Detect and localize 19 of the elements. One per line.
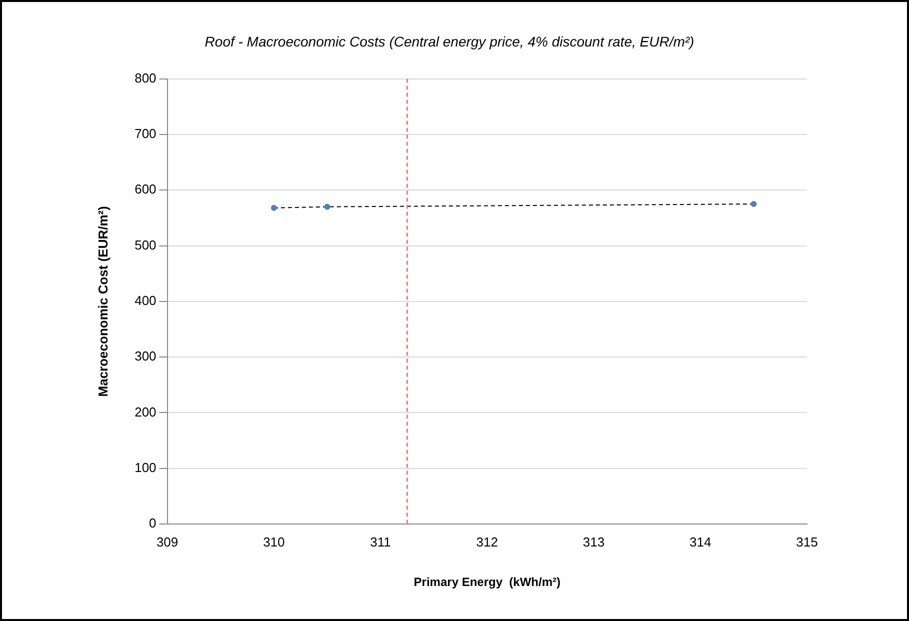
y-tick-label: 200: [134, 404, 156, 420]
y-tick-label: 400: [134, 292, 156, 308]
x-tick-label: 312: [476, 534, 498, 550]
x-tick-label: 315: [796, 534, 818, 550]
y-tick-label: 300: [134, 348, 156, 364]
chart-title: Roof - Macroeconomic Costs (Central energy price, 4% discount rate, EUR/m²): [204, 33, 694, 50]
y-tick-label: 700: [134, 126, 156, 142]
y-tick-label: 600: [134, 182, 156, 197]
x-tick-label: 313: [582, 534, 605, 550]
y-tick-label: 500: [134, 237, 156, 252]
x-tick-label: 310: [263, 534, 285, 550]
y-tick-label: 800: [134, 70, 156, 86]
x-tick-label: 314: [690, 534, 712, 550]
y-axis-title: Macroeconomic Cost (EUR/m²): [95, 206, 110, 397]
y-tick-label: 100: [134, 460, 156, 475]
x-tick-label: 309: [156, 534, 178, 550]
x-tick-label: 311: [370, 534, 391, 550]
y-tick-label: 0: [149, 516, 156, 531]
x-axis-title: Primary Energy (kWh/m²): [414, 575, 560, 590]
